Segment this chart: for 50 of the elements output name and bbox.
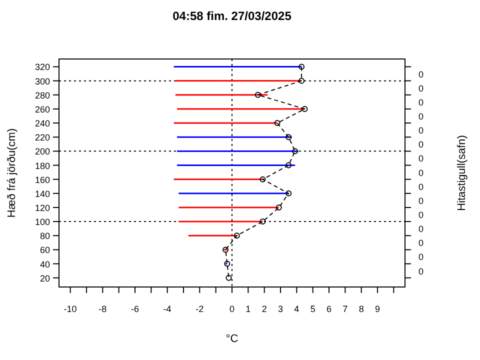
x-tick-label: 0 [229, 304, 235, 314]
category-label: 0 [418, 252, 424, 262]
y-tick-label: 20 [40, 273, 50, 284]
x-tick-label: -4 [163, 304, 172, 314]
category-label: 0 [418, 210, 424, 220]
x-tick-label: 9 [375, 304, 380, 314]
y-tick-label: 140 [34, 188, 50, 199]
x-tick-label: 2 [262, 304, 267, 314]
y-tick-label: 180 [34, 160, 50, 171]
y-tick-label: 40 [40, 259, 50, 270]
category-label: 0 [418, 69, 424, 80]
y-tick-label: 100 [34, 217, 50, 228]
category-label: 0 [418, 112, 424, 122]
chart-title: 04:58 fim. 27/03/2025 [172, 9, 292, 23]
y-tick-label: 220 [34, 132, 50, 143]
category-label: 0 [418, 182, 424, 192]
y-tick-label: 200 [34, 146, 50, 157]
category-label: 0 [418, 126, 424, 136]
y-tick-label: 280 [34, 90, 50, 100]
x-tick-label: -6 [130, 304, 139, 314]
x-tick-label: 6 [326, 304, 332, 314]
y-axis-title: Hæð frá jörðu(cm) [6, 128, 18, 218]
y-tick-label: 260 [34, 104, 50, 114]
category-label: 0 [418, 154, 424, 164]
y-tick-label: 120 [34, 202, 50, 213]
x-axis-title: °C [226, 333, 238, 345]
y-tick-label: 60 [40, 245, 50, 256]
category-label: 0 [418, 238, 424, 248]
x-tick-label: -10 [64, 304, 77, 314]
y-tick-label: 240 [34, 118, 50, 129]
y-tick-label: 320 [34, 62, 50, 72]
category-label: 0 [418, 266, 424, 276]
x-tick-label: 5 [310, 304, 316, 314]
y-tick-label: 80 [40, 231, 50, 242]
x-tick-label: 7 [342, 304, 348, 314]
category-label: 0 [418, 83, 424, 94]
x-tick-label: 8 [358, 304, 364, 314]
category-label: 0 [418, 196, 424, 206]
category-label: 0 [418, 97, 424, 108]
category-label: 0 [418, 168, 424, 178]
x-tick-label: 1 [246, 304, 251, 314]
x-tick-label: -2 [196, 304, 204, 314]
x-tick-label: 4 [294, 304, 300, 314]
y-tick-label: 300 [34, 76, 50, 86]
x-tick-label: 3 [278, 304, 284, 314]
x-tick-label: -8 [98, 304, 107, 314]
y2-axis-title: Hitastigull(safn) [456, 135, 468, 211]
y-tick-label: 160 [34, 174, 50, 185]
category-label: 0 [418, 224, 424, 234]
category-label: 0 [418, 140, 424, 150]
